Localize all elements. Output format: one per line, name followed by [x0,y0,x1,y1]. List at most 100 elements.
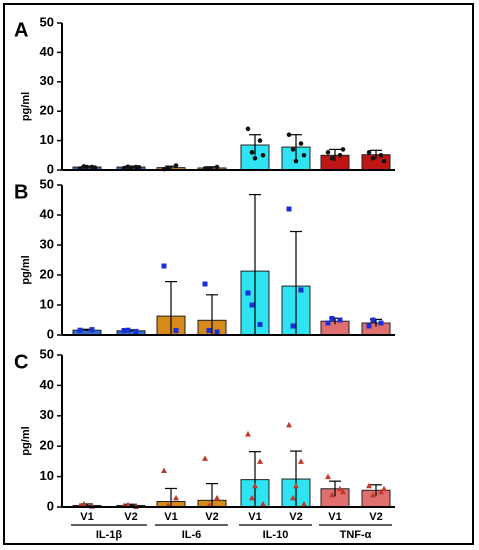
y-tick-label: 10 [40,296,54,311]
data-point [329,316,335,321]
data-point [378,153,384,158]
data-point [81,500,87,507]
data-point [378,320,384,326]
data-point [293,482,299,489]
data-point [260,153,266,158]
data-point [249,302,255,308]
data-point [161,263,167,269]
data-point [366,150,372,155]
data-point [257,138,263,143]
data-point [381,485,387,492]
data-point [298,141,304,146]
data-point [173,494,179,501]
y-tick-label: 40 [40,44,54,59]
y-tick-label: 0 [47,161,54,176]
x-tick-label: V2 [124,511,137,523]
y-axis-label: pg/ml [20,255,32,284]
data-point [329,491,335,498]
data-point [325,473,331,480]
group-label: IL-6 [182,529,202,541]
data-point [249,494,255,501]
data-point [125,327,131,333]
data-point [286,421,292,428]
y-tick-label: 10 [40,132,54,147]
group-label: IL-1β [96,529,123,541]
x-tick-label: V2 [205,511,218,523]
data-point [257,458,263,464]
y-tick-label: 30 [40,73,54,88]
data-point [252,482,258,489]
data-point [337,317,343,323]
data-point [381,158,387,164]
x-tick-label: V1 [328,511,341,523]
y-tick-label: 50 [40,14,54,29]
data-point [325,150,331,155]
data-point [290,147,296,152]
y-tick-label: 30 [40,407,54,422]
y-tick-label: 20 [40,103,54,118]
data-point [89,327,95,333]
x-tick-label: V1 [164,511,177,523]
y-tick-label: 50 [40,346,54,361]
y-axis-label: pg/ml [20,426,32,455]
data-point [370,155,376,161]
data-point [245,290,251,296]
data-point [301,500,307,507]
data-point [121,328,127,333]
data-point [161,467,167,474]
data-point [92,165,98,170]
data-point [378,488,384,495]
data-point [249,150,255,155]
y-tick-label: 0 [47,498,54,513]
group-label: TNF-α [340,529,372,541]
data-point [286,206,292,212]
data-point [136,165,142,170]
panel-label: B [14,181,28,203]
panel-label: C [14,351,28,373]
y-tick-label: 50 [40,176,54,191]
data-point [298,287,304,293]
y-tick-label: 10 [40,468,54,483]
data-point [340,147,346,152]
data-point [252,155,258,161]
data-point [125,501,131,508]
data-point [257,322,263,327]
data-point [260,500,266,507]
data-point [298,458,304,464]
data-point [290,494,296,501]
x-tick-label: V2 [289,511,302,523]
data-point [370,491,376,498]
x-tick-label: V1 [248,511,261,523]
y-axis-label: pg/ml [20,92,32,121]
data-point [325,320,331,326]
data-point [214,164,220,170]
y-tick-label: 20 [40,438,54,453]
data-point [128,165,134,170]
y-tick-label: 0 [47,326,54,341]
data-point [133,328,139,334]
y-tick-label: 20 [40,266,54,281]
data-point [329,155,335,161]
data-point [214,494,220,501]
frame [3,3,474,545]
data-point [366,323,372,329]
y-tick-label: 40 [40,206,54,221]
data-point [286,132,292,138]
panel-label: A [14,19,28,41]
data-point [366,482,372,489]
group-label: IL-10 [263,529,289,541]
data-point [245,126,251,132]
data-point [370,317,376,323]
data-point [202,281,208,287]
data-point [84,164,90,170]
y-tick-label: 30 [40,236,54,251]
data-point [290,323,296,329]
data-point [214,329,220,335]
data-point [340,488,346,495]
data-point [202,455,208,461]
data-point [293,158,299,164]
x-tick-label: V1 [80,511,93,523]
data-point [77,327,83,333]
x-tick-label: V2 [369,511,382,523]
